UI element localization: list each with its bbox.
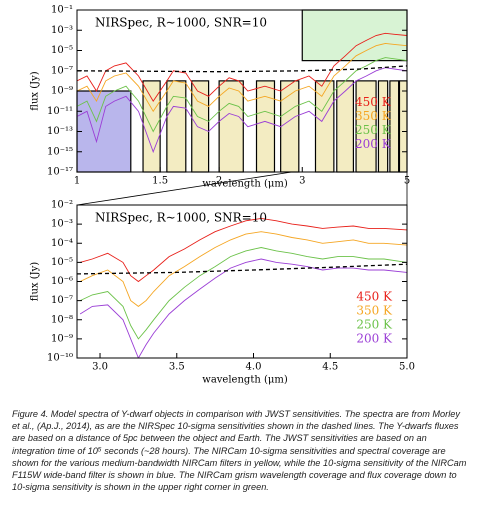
spectrum-line — [79, 231, 407, 307]
legend-label: 250 K — [355, 123, 392, 137]
x-tick-label: 1.5 — [152, 176, 168, 187]
y-axis-label: flux (Jy) — [30, 262, 41, 301]
spectrum-line — [77, 67, 407, 154]
region — [314, 80, 335, 173]
region — [301, 9, 408, 62]
caption: Figure 4. Model spectra of Y-dwarf objec… — [12, 409, 467, 493]
y-tick-label: 10⁻⁶ — [51, 276, 73, 287]
y-tick-label: 10⁻⁵ — [51, 45, 73, 56]
x-axis-label: wavelength (μm) — [202, 179, 288, 190]
region — [166, 80, 187, 173]
y-tick-label: 10⁻⁷ — [51, 295, 73, 306]
sensitivity-line — [77, 65, 407, 73]
y-axis-label: flux (Jy) — [30, 71, 41, 110]
x-tick-label: 3.0 — [92, 362, 108, 373]
region — [389, 80, 400, 173]
y-tick-label: 10⁻¹⁰ — [47, 353, 73, 364]
y-tick-label: 10⁻¹⁷ — [47, 167, 73, 178]
y-tick-label: 10⁻⁹ — [51, 86, 73, 97]
y-tick-label: 10⁻² — [51, 200, 73, 211]
legend-label: 250 K — [356, 317, 393, 331]
spectrum-line — [79, 217, 407, 283]
y-tick-label: 10⁻¹ — [51, 5, 73, 16]
region — [218, 80, 244, 173]
figure: 10⁻¹ 10⁻³ 10⁻⁵ 10⁻⁷ 10⁻⁹ 10⁻¹¹ 10⁻¹³ 10⁻¹⁵ 10⁻¹⁷… — [30, 5, 415, 386]
panel-title: NIRSpec, R∼1000, SNR=10 — [95, 16, 267, 30]
sensitivity-line — [77, 263, 407, 275]
y-tick-label: 10⁻¹⁵ — [47, 146, 73, 157]
spectrum-line — [79, 258, 407, 358]
y-tick-label: 10⁻⁷ — [51, 65, 73, 76]
x-tick-label: 4.0 — [246, 362, 262, 373]
x-tick-label: 3.5 — [169, 362, 185, 373]
x-tick-label: 5.0 — [399, 362, 415, 373]
spectrum-line — [77, 57, 407, 133]
panel-title: NIRSpec, R∼1000, SNR=10 — [95, 211, 267, 225]
legend-label: 200 K — [355, 137, 392, 151]
region — [398, 80, 408, 173]
spectrum-line — [79, 247, 407, 340]
y-tick-label: 10⁻⁵ — [51, 257, 73, 268]
region — [191, 80, 210, 173]
x-tick-label: 4.5 — [322, 362, 338, 373]
region — [255, 80, 276, 173]
region — [336, 80, 355, 173]
region — [76, 90, 132, 173]
y-tick-label: 10⁻¹³ — [47, 126, 73, 137]
y-tick-label: 10⁻⁹ — [51, 333, 73, 344]
spectrum-line — [77, 42, 407, 113]
legend-label: 450 K — [355, 95, 392, 109]
legend-label: 200 K — [356, 331, 393, 345]
legend-label: 350 K — [356, 303, 393, 317]
x-tick-label: 3 — [299, 176, 305, 187]
x-tick-label: 2 — [216, 176, 222, 187]
zoom-line — [76, 171, 292, 206]
y-tick-label: 10⁻¹¹ — [47, 106, 73, 117]
y-tick-label: 10⁻³ — [51, 219, 73, 230]
legend-label: 450 K — [356, 289, 393, 303]
y-tick-label: 10⁻⁸ — [51, 314, 73, 325]
spectrum-line — [77, 32, 407, 102]
x-axis-label: wavelength (μm) — [202, 375, 288, 386]
legend-label: 350 K — [355, 109, 392, 123]
y-tick-label: 10⁻⁴ — [51, 238, 73, 249]
y-tick-label: 10⁻³ — [51, 25, 73, 36]
x-tick-label: 1 — [74, 176, 80, 187]
